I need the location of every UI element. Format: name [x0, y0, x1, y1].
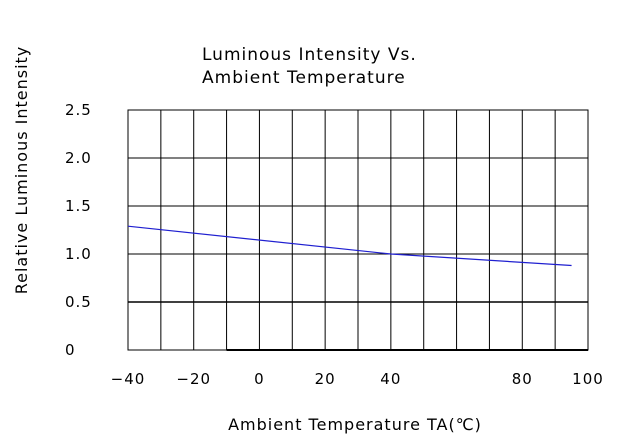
plot-frame: [127, 109, 589, 351]
chart-title-line-2: Ambient Temperature: [202, 68, 406, 88]
chart-grid: [128, 110, 588, 351]
y-axis-label: Relative Luminous Intensity: [12, 46, 31, 295]
series-line: [127, 225, 572, 267]
series-layer: [127, 225, 572, 267]
x-tick-label: 80: [512, 370, 533, 388]
x-tick-label: 20: [315, 370, 336, 388]
x-tick-label: 100: [572, 370, 604, 388]
x-axis-label: Ambient Temperature TA(℃): [228, 415, 482, 434]
chart-title-line-1: Luminous Intensity Vs.: [202, 45, 417, 65]
y-tick-label: 1.0: [65, 245, 92, 263]
x-tick-label: −40: [111, 370, 146, 388]
y-tick-label: 0.5: [65, 293, 92, 311]
y-tick-label: 2.0: [65, 149, 92, 167]
x-tick-labels: −40 −20 0 20 40 80 100: [111, 370, 604, 388]
y-tick-label: 1.5: [65, 197, 92, 215]
x-tick-label: −20: [176, 370, 211, 388]
y-tick-label: 2.5: [65, 101, 92, 119]
x-tick-label: 40: [380, 370, 401, 388]
y-tick-labels: 0 0.5 1.0 1.5 2.0 2.5: [65, 101, 92, 359]
y-tick-label: 0: [65, 341, 76, 359]
x-tick-label: 0: [254, 370, 265, 388]
